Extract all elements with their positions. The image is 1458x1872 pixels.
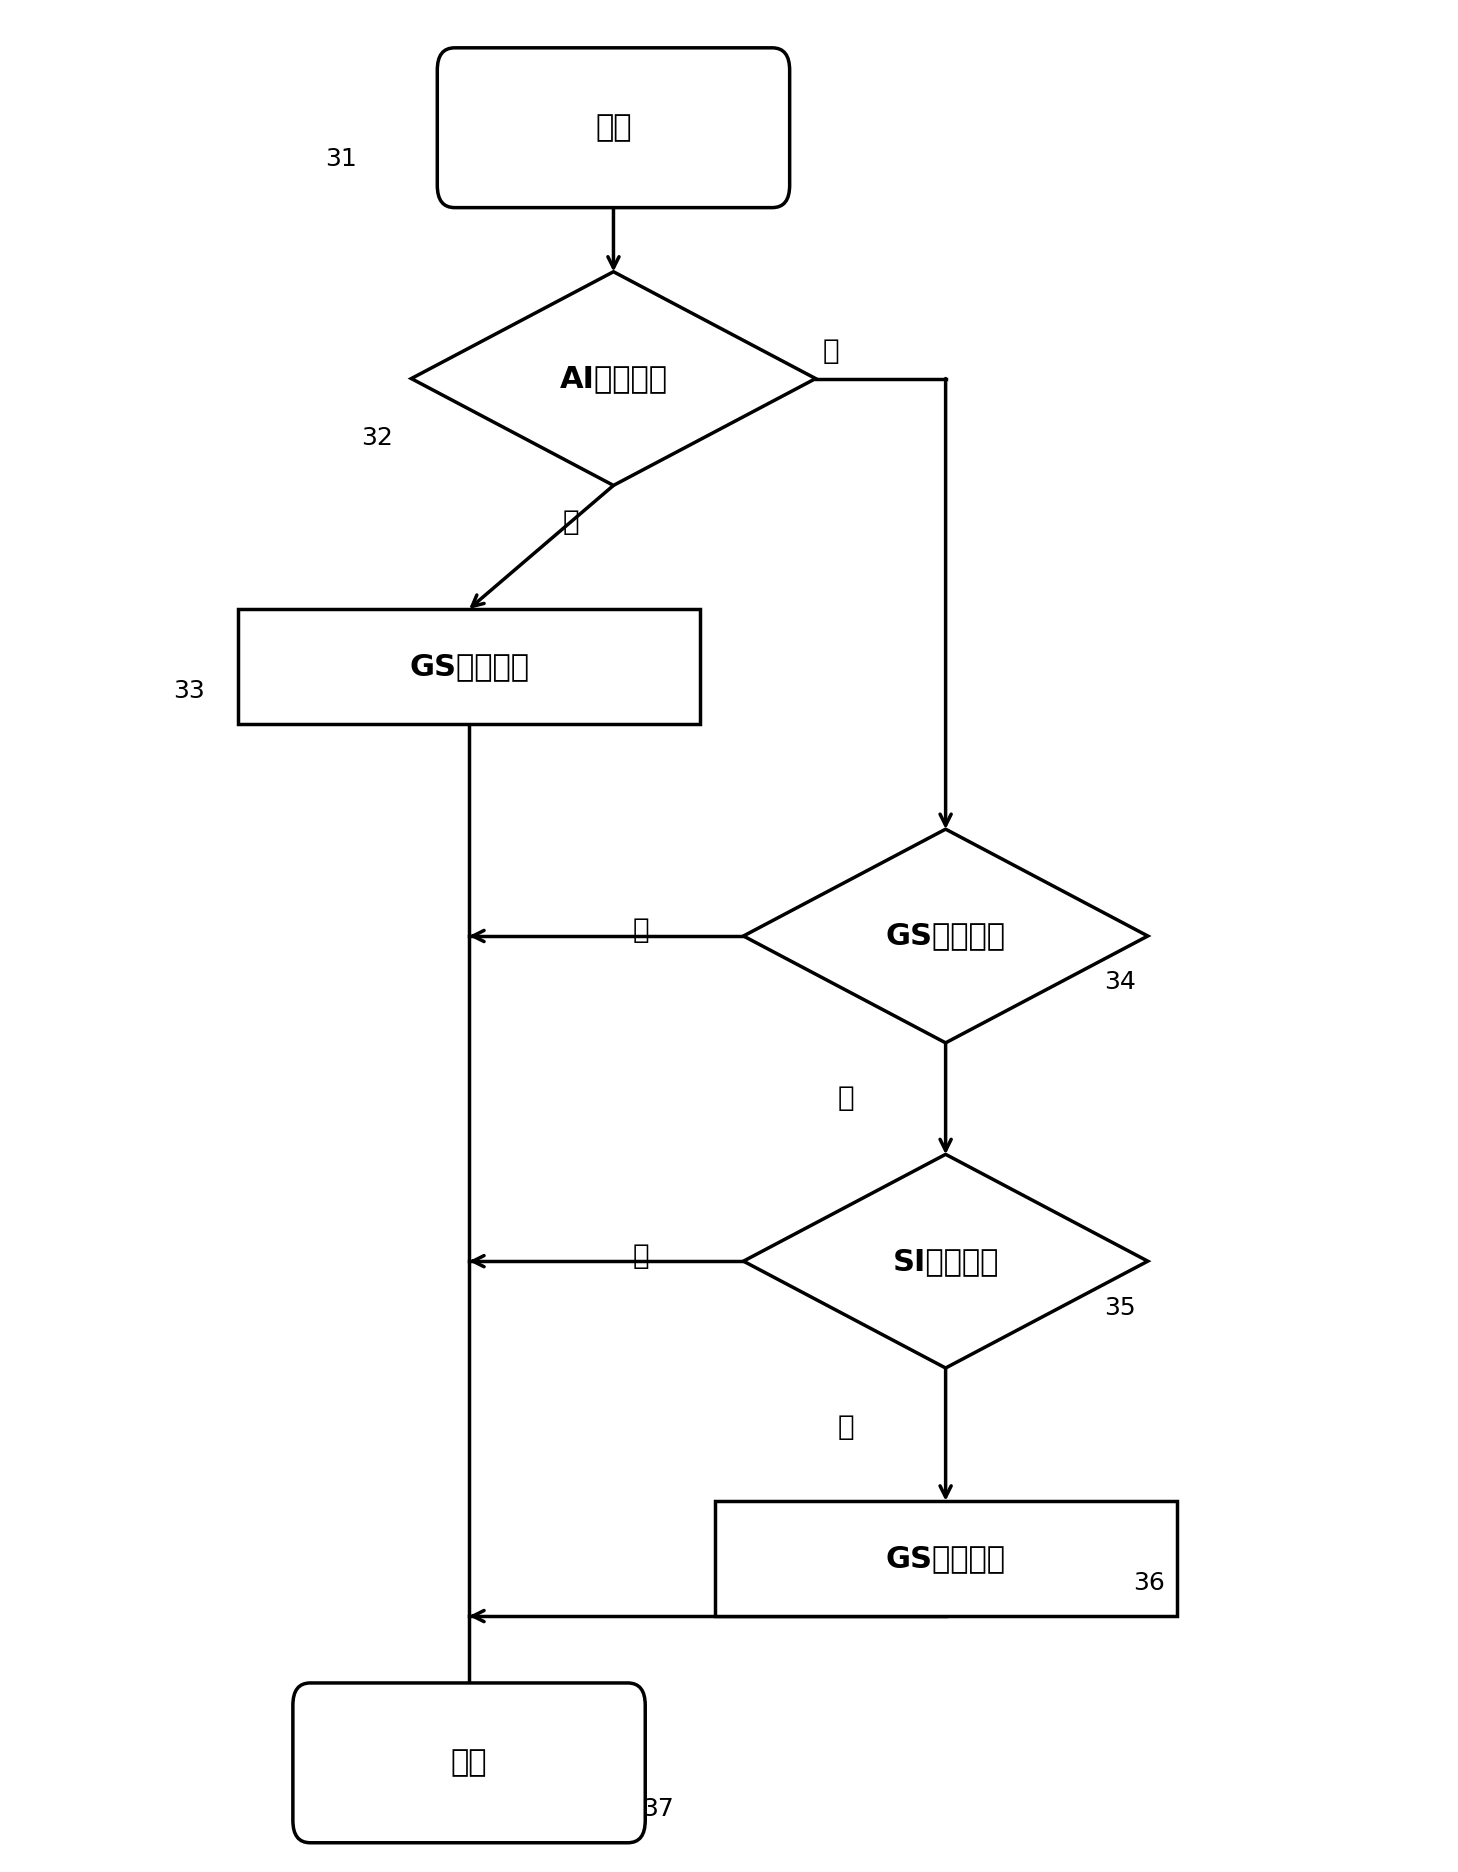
Text: 32: 32 [360, 427, 392, 449]
Polygon shape [744, 1155, 1147, 1368]
Text: 31: 31 [325, 148, 356, 172]
Text: 37: 37 [643, 1797, 674, 1821]
FancyBboxPatch shape [437, 49, 790, 208]
Text: 36: 36 [1133, 1571, 1165, 1595]
Text: 35: 35 [1105, 1295, 1136, 1320]
Polygon shape [411, 271, 815, 485]
Text: 是: 是 [837, 1084, 854, 1112]
Text: GS＝否定的: GS＝否定的 [885, 1544, 1006, 1572]
Text: 否: 否 [633, 917, 650, 945]
Text: 否: 否 [822, 337, 840, 365]
FancyBboxPatch shape [714, 1501, 1177, 1616]
Text: GS＝肖定的: GS＝肖定的 [885, 921, 1006, 951]
Text: GS＝肖定的: GS＝肖定的 [410, 651, 529, 681]
Text: 33: 33 [174, 680, 204, 702]
FancyBboxPatch shape [293, 1683, 646, 1842]
Text: 是: 是 [563, 507, 579, 535]
Text: 开始: 开始 [595, 112, 631, 142]
Text: 返回: 返回 [451, 1748, 487, 1777]
Text: AI＝肖定的: AI＝肖定的 [560, 363, 668, 393]
Text: SI＝肖定的: SI＝肖定的 [892, 1247, 999, 1275]
Text: 否: 否 [633, 1241, 650, 1269]
Text: 是: 是 [837, 1413, 854, 1441]
FancyBboxPatch shape [238, 608, 700, 724]
Text: 34: 34 [1105, 970, 1136, 994]
Polygon shape [744, 829, 1147, 1043]
